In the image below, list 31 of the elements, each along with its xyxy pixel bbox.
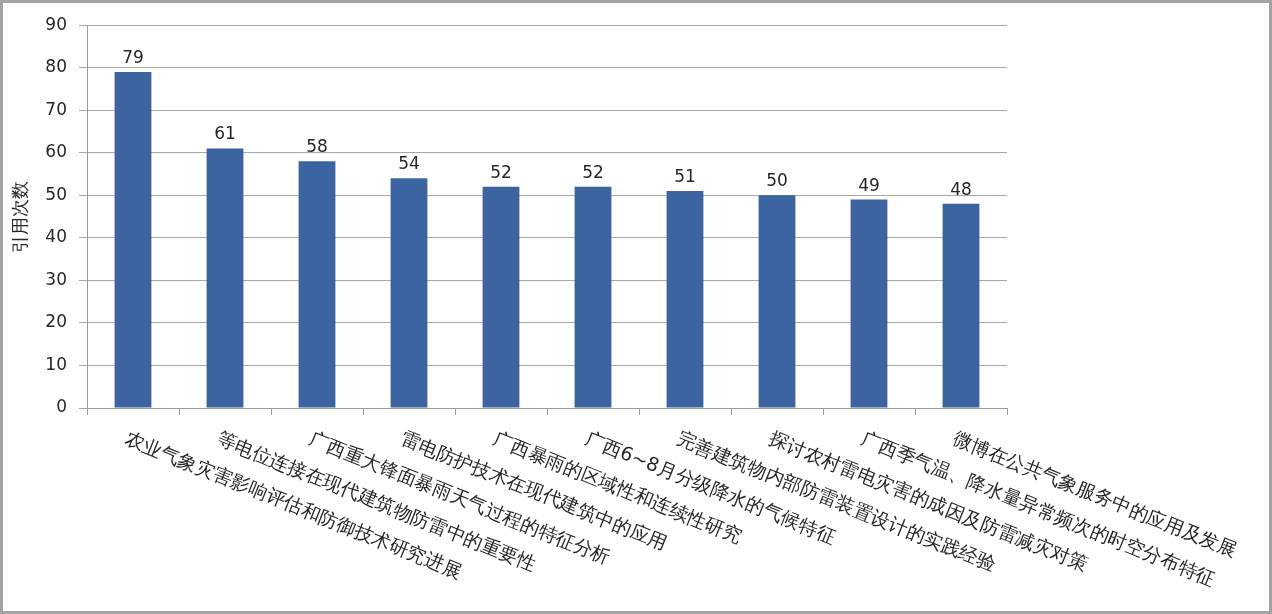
data-label: 51 — [674, 166, 696, 186]
bar — [942, 203, 980, 408]
bar — [114, 71, 152, 408]
bar — [390, 178, 428, 408]
data-label: 58 — [306, 136, 328, 157]
bar — [574, 186, 612, 408]
bar — [758, 195, 796, 408]
bar — [298, 161, 336, 408]
data-label: 49 — [858, 174, 880, 195]
y-tick-label: 0 — [56, 396, 67, 417]
y-tick-label: 40 — [45, 226, 67, 247]
y-axis-title: 引用次数 — [9, 180, 31, 253]
data-label: 61 — [214, 123, 236, 144]
bar — [666, 191, 704, 408]
data-label: 79 — [122, 46, 144, 67]
y-tick-label: 20 — [45, 311, 67, 332]
bar — [850, 199, 888, 408]
y-tick-label: 10 — [45, 353, 67, 374]
y-tick-label: 90 — [45, 13, 67, 34]
data-label: 50 — [766, 170, 788, 191]
data-label: 52 — [582, 161, 604, 182]
y-tick-label: 60 — [45, 141, 67, 162]
y-tick-label: 70 — [45, 98, 67, 119]
bar — [206, 148, 244, 408]
y-tick-label: 30 — [45, 268, 67, 289]
bar — [482, 186, 520, 408]
data-label: 48 — [950, 178, 972, 199]
y-tick-label: 50 — [45, 183, 67, 204]
data-label: 54 — [398, 153, 420, 174]
data-label: 52 — [490, 161, 512, 182]
y-tick-label: 80 — [45, 56, 67, 77]
